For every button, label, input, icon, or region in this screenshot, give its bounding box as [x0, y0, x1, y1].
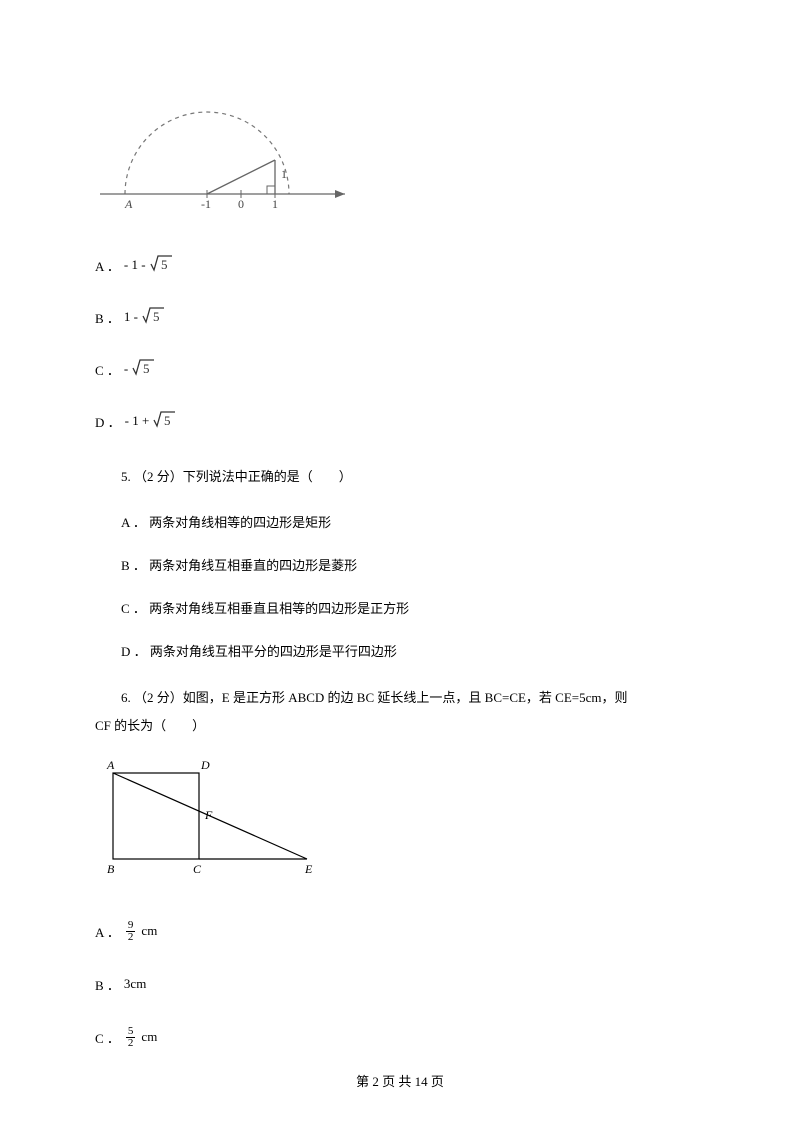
svg-text:5: 5 — [164, 413, 171, 428]
q6-option-A: A ． 9 2 cm — [95, 920, 705, 943]
svg-text:5: 5 — [161, 257, 168, 272]
option-text: 3cm — [124, 976, 146, 992]
q6-stem: 6. （2 分）如图，E 是正方形 ABCD 的边 BC 延长线上一点，且 BC… — [95, 684, 705, 741]
option-text: - 1 + — [125, 413, 150, 429]
sqrt-icon: 5 — [132, 357, 156, 377]
option-text: - 1 - — [124, 257, 146, 273]
label-one-y: 1 — [281, 167, 287, 181]
option-text: 1 - — [124, 309, 138, 325]
q5-option-D: D ． 两条对角线互相平分的四边形是平行四边形 — [95, 641, 705, 660]
sqrt-icon: 5 — [153, 409, 177, 429]
label-zero: 0 — [238, 197, 244, 211]
page-footer: 第 2 页 共 14 页 — [0, 1071, 800, 1090]
option-prefix: B ． — [95, 975, 120, 994]
label-F: F — [204, 808, 213, 822]
q4-option-B: B ． 1 - 5 — [95, 307, 705, 327]
label-one-x: 1 — [272, 197, 278, 211]
q5-option-A: A ． 两条对角线相等的四边形是矩形 — [95, 512, 705, 531]
option-text: - — [124, 361, 128, 377]
number-line-figure: A -1 0 1 1 — [95, 90, 705, 225]
fraction: 9 2 — [126, 920, 136, 943]
svg-text:5: 5 — [153, 309, 160, 324]
q6-option-B: B ． 3cm — [95, 975, 705, 994]
sqrt-icon: 5 — [150, 253, 174, 273]
q5-option-C: C ． 两条对角线互相垂直且相等的四边形是正方形 — [95, 598, 705, 617]
label-A: A — [124, 197, 133, 211]
option-prefix: C ． — [95, 360, 120, 379]
q6-line1: 6. （2 分）如图，E 是正方形 ABCD 的边 BC 延长线上一点，且 BC… — [121, 690, 628, 705]
label-D: D — [200, 758, 210, 772]
q5-option-B: B ． 两条对角线互相垂直的四边形是菱形 — [95, 555, 705, 574]
option-prefix: C ． — [95, 1028, 120, 1047]
label-A: A — [106, 758, 115, 772]
option-suffix: cm — [141, 923, 157, 939]
label-B: B — [107, 862, 115, 876]
svg-text:5: 5 — [143, 361, 150, 376]
option-suffix: cm — [141, 1029, 157, 1045]
option-prefix: A ． — [95, 922, 120, 941]
q6-option-C: C ． 5 2 cm — [95, 1026, 705, 1049]
q6-line2: CF 的长为（ ） — [95, 718, 205, 733]
label-C: C — [193, 862, 202, 876]
sqrt-icon: 5 — [142, 305, 166, 325]
q4-option-D: D ． - 1 + 5 — [95, 411, 705, 431]
q4-option-A: A ． - 1 - 5 — [95, 255, 705, 275]
fraction: 5 2 — [126, 1026, 136, 1049]
option-prefix: D ． — [95, 412, 121, 431]
option-prefix: A ． — [95, 256, 120, 275]
option-prefix: B ． — [95, 308, 120, 327]
q4-option-C: C ． - 5 — [95, 359, 705, 379]
square-figure: A D B C E F — [95, 755, 705, 890]
q5-stem: 5. （2 分）下列说法中正确的是（ ） — [95, 463, 705, 492]
label-E: E — [304, 862, 313, 876]
label-neg1: -1 — [201, 197, 211, 211]
